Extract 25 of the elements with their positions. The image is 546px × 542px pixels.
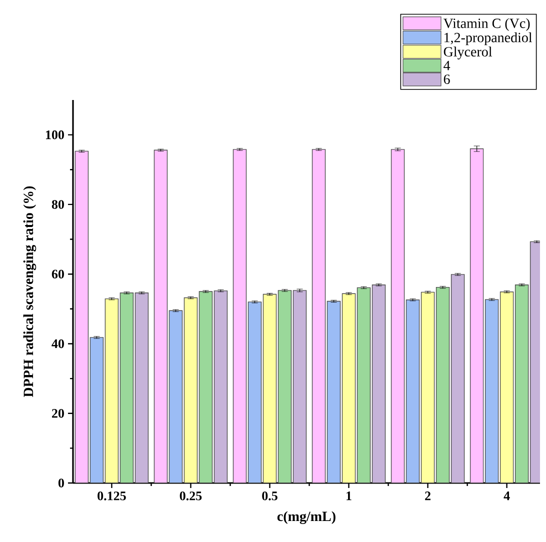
- y-tick-label: 100: [46, 130, 64, 140]
- x-tick-label: 0.125: [98, 492, 126, 500]
- legend-label: Glycerol: [444, 46, 492, 60]
- legend-label: 4: [444, 60, 450, 70]
- bar: [390, 149, 405, 483]
- y-tick-label: 40: [52, 339, 64, 348]
- y-tick-label: 60: [52, 270, 64, 278]
- y-tick-label: 80: [52, 200, 64, 209]
- y-tick-label: 0: [58, 478, 64, 488]
- x-tick-label: 4: [504, 492, 510, 500]
- x-tick-label: 2: [425, 492, 430, 500]
- legend-label: 1,2-propanediol: [444, 32, 532, 46]
- x-tick-label: 1: [346, 492, 352, 500]
- y-axis-title: DPPH radical scavenging ratio (%): [23, 186, 36, 398]
- x-tick-label: 0.5: [262, 492, 278, 500]
- x-tick-label: 0.25: [180, 492, 202, 500]
- bar: [154, 150, 168, 483]
- bar: [232, 149, 247, 483]
- legend-label: Vitamin C (Vc): [443, 18, 530, 31]
- bar: [74, 150, 89, 483]
- y-tick-label: 20: [52, 408, 64, 418]
- bar: [312, 149, 326, 483]
- bar: [470, 148, 484, 483]
- x-axis-title: c(mg/mL): [277, 511, 336, 524]
- legend-label: 6: [444, 74, 450, 84]
